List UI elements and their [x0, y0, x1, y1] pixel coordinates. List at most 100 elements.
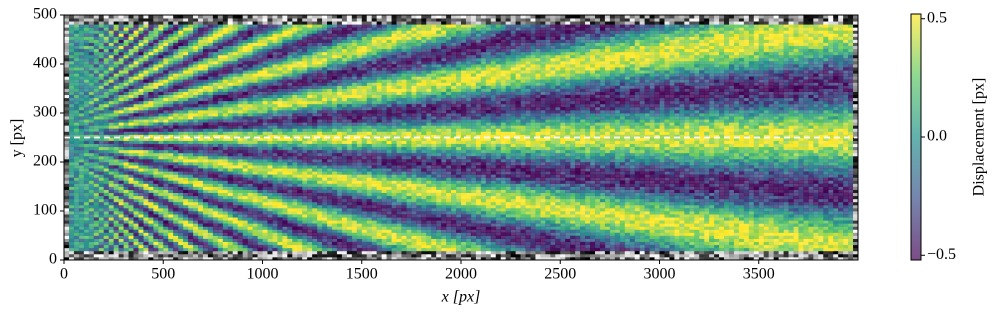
heatmap-cell [243, 183, 248, 186]
heatmap-cell [600, 168, 605, 171]
heatmap-cell [585, 193, 590, 196]
heatmap-cell [158, 226, 163, 229]
heatmap-cell [99, 217, 104, 220]
heatmap-cell [431, 239, 436, 242]
heatmap-cell [287, 211, 292, 214]
heatmap-cell [714, 168, 719, 171]
heatmap-cell [357, 196, 362, 199]
heatmap-cell [481, 208, 486, 211]
heatmap-cell [699, 214, 704, 217]
heatmap-cell [684, 211, 689, 214]
heatmap-cell [208, 226, 213, 229]
heatmap-cell [679, 223, 684, 226]
heatmap-cell [570, 232, 575, 235]
heatmap-cell [258, 242, 263, 245]
heatmap-cell [704, 196, 709, 199]
heatmap-cell [595, 236, 600, 239]
heatmap-cell [843, 205, 848, 208]
heatmap-cell [774, 205, 779, 208]
heatmap-cell [84, 245, 89, 248]
heatmap-cell [769, 214, 774, 217]
heatmap-cell [119, 217, 124, 220]
heatmap-cell [486, 187, 491, 190]
heatmap-cell [808, 177, 813, 180]
heatmap-cell [392, 202, 397, 205]
heatmap-cell [501, 193, 506, 196]
heatmap-cell [813, 211, 818, 214]
heatmap-cell [625, 223, 630, 226]
heatmap-cell [124, 193, 129, 196]
heatmap-cell [322, 236, 327, 239]
heatmap-cell [530, 180, 535, 183]
heatmap-cell [545, 187, 550, 190]
heatmap-cell [526, 187, 531, 190]
heatmap-cell [114, 220, 119, 223]
heatmap-cell [104, 217, 109, 220]
heatmap-cell [605, 232, 610, 235]
heatmap-cell [203, 162, 208, 165]
heatmap-cell [188, 190, 193, 193]
heatmap-cell [655, 190, 660, 193]
heatmap-cell [377, 190, 382, 193]
heatmap-cell [258, 196, 263, 199]
heatmap-cell [724, 208, 729, 211]
heatmap-cell [426, 171, 431, 174]
heatmap-cell [307, 239, 312, 242]
heatmap-cell [709, 177, 714, 180]
heatmap-cell [233, 202, 238, 205]
heatmap-cell [635, 251, 640, 254]
heatmap-cell [744, 254, 749, 257]
heatmap-cell [456, 251, 461, 254]
heatmap-cell [307, 187, 312, 190]
heatmap-cell [605, 211, 610, 214]
heatmap-cell [421, 196, 426, 199]
heatmap-cell [590, 251, 595, 254]
heatmap-cell [104, 223, 109, 226]
heatmap-cell [471, 180, 476, 183]
heatmap-cell [764, 183, 769, 186]
heatmap-cell [401, 242, 406, 245]
heatmap-cell [506, 165, 511, 168]
heatmap-cell [153, 226, 158, 229]
heatmap-cell [605, 193, 610, 196]
heatmap-cell [347, 254, 352, 257]
heatmap-cell [590, 223, 595, 226]
heatmap-cell [704, 190, 709, 193]
heatmap-cell [595, 202, 600, 205]
heatmap-cell [784, 242, 789, 245]
heatmap-cell [496, 171, 501, 174]
heatmap-cell [605, 202, 610, 205]
heatmap-cell [779, 205, 784, 208]
heatmap-cell [526, 205, 531, 208]
heatmap-cell [153, 242, 158, 245]
heatmap-cell [491, 187, 496, 190]
heatmap-cell [823, 223, 828, 226]
heatmap-cell [302, 226, 307, 229]
heatmap-cell [287, 223, 292, 226]
heatmap-cell [322, 183, 327, 186]
heatmap-cell [258, 183, 263, 186]
heatmap-cell [625, 242, 630, 245]
heatmap-cell [590, 174, 595, 177]
heatmap-cell [104, 187, 109, 190]
heatmap-cell [89, 193, 94, 196]
heatmap-cell [798, 202, 803, 205]
heatmap-cell [555, 220, 560, 223]
heatmap-cell [168, 165, 173, 168]
heatmap-cell [258, 245, 263, 248]
heatmap-cell [263, 211, 268, 214]
heatmap-cell [570, 245, 575, 248]
heatmap-cell [813, 232, 818, 235]
heatmap-cell [759, 211, 764, 214]
heatmap-cell [535, 248, 540, 251]
heatmap-cell [406, 190, 411, 193]
heatmap-cell [749, 196, 754, 199]
heatmap-cell [302, 239, 307, 242]
heatmap-cell [178, 196, 183, 199]
heatmap-cell [754, 248, 759, 251]
heatmap-cell [272, 205, 277, 208]
heatmap-cell [828, 205, 833, 208]
heatmap-cell [153, 214, 158, 217]
heatmap-cell [451, 180, 456, 183]
heatmap-cell [461, 211, 466, 214]
